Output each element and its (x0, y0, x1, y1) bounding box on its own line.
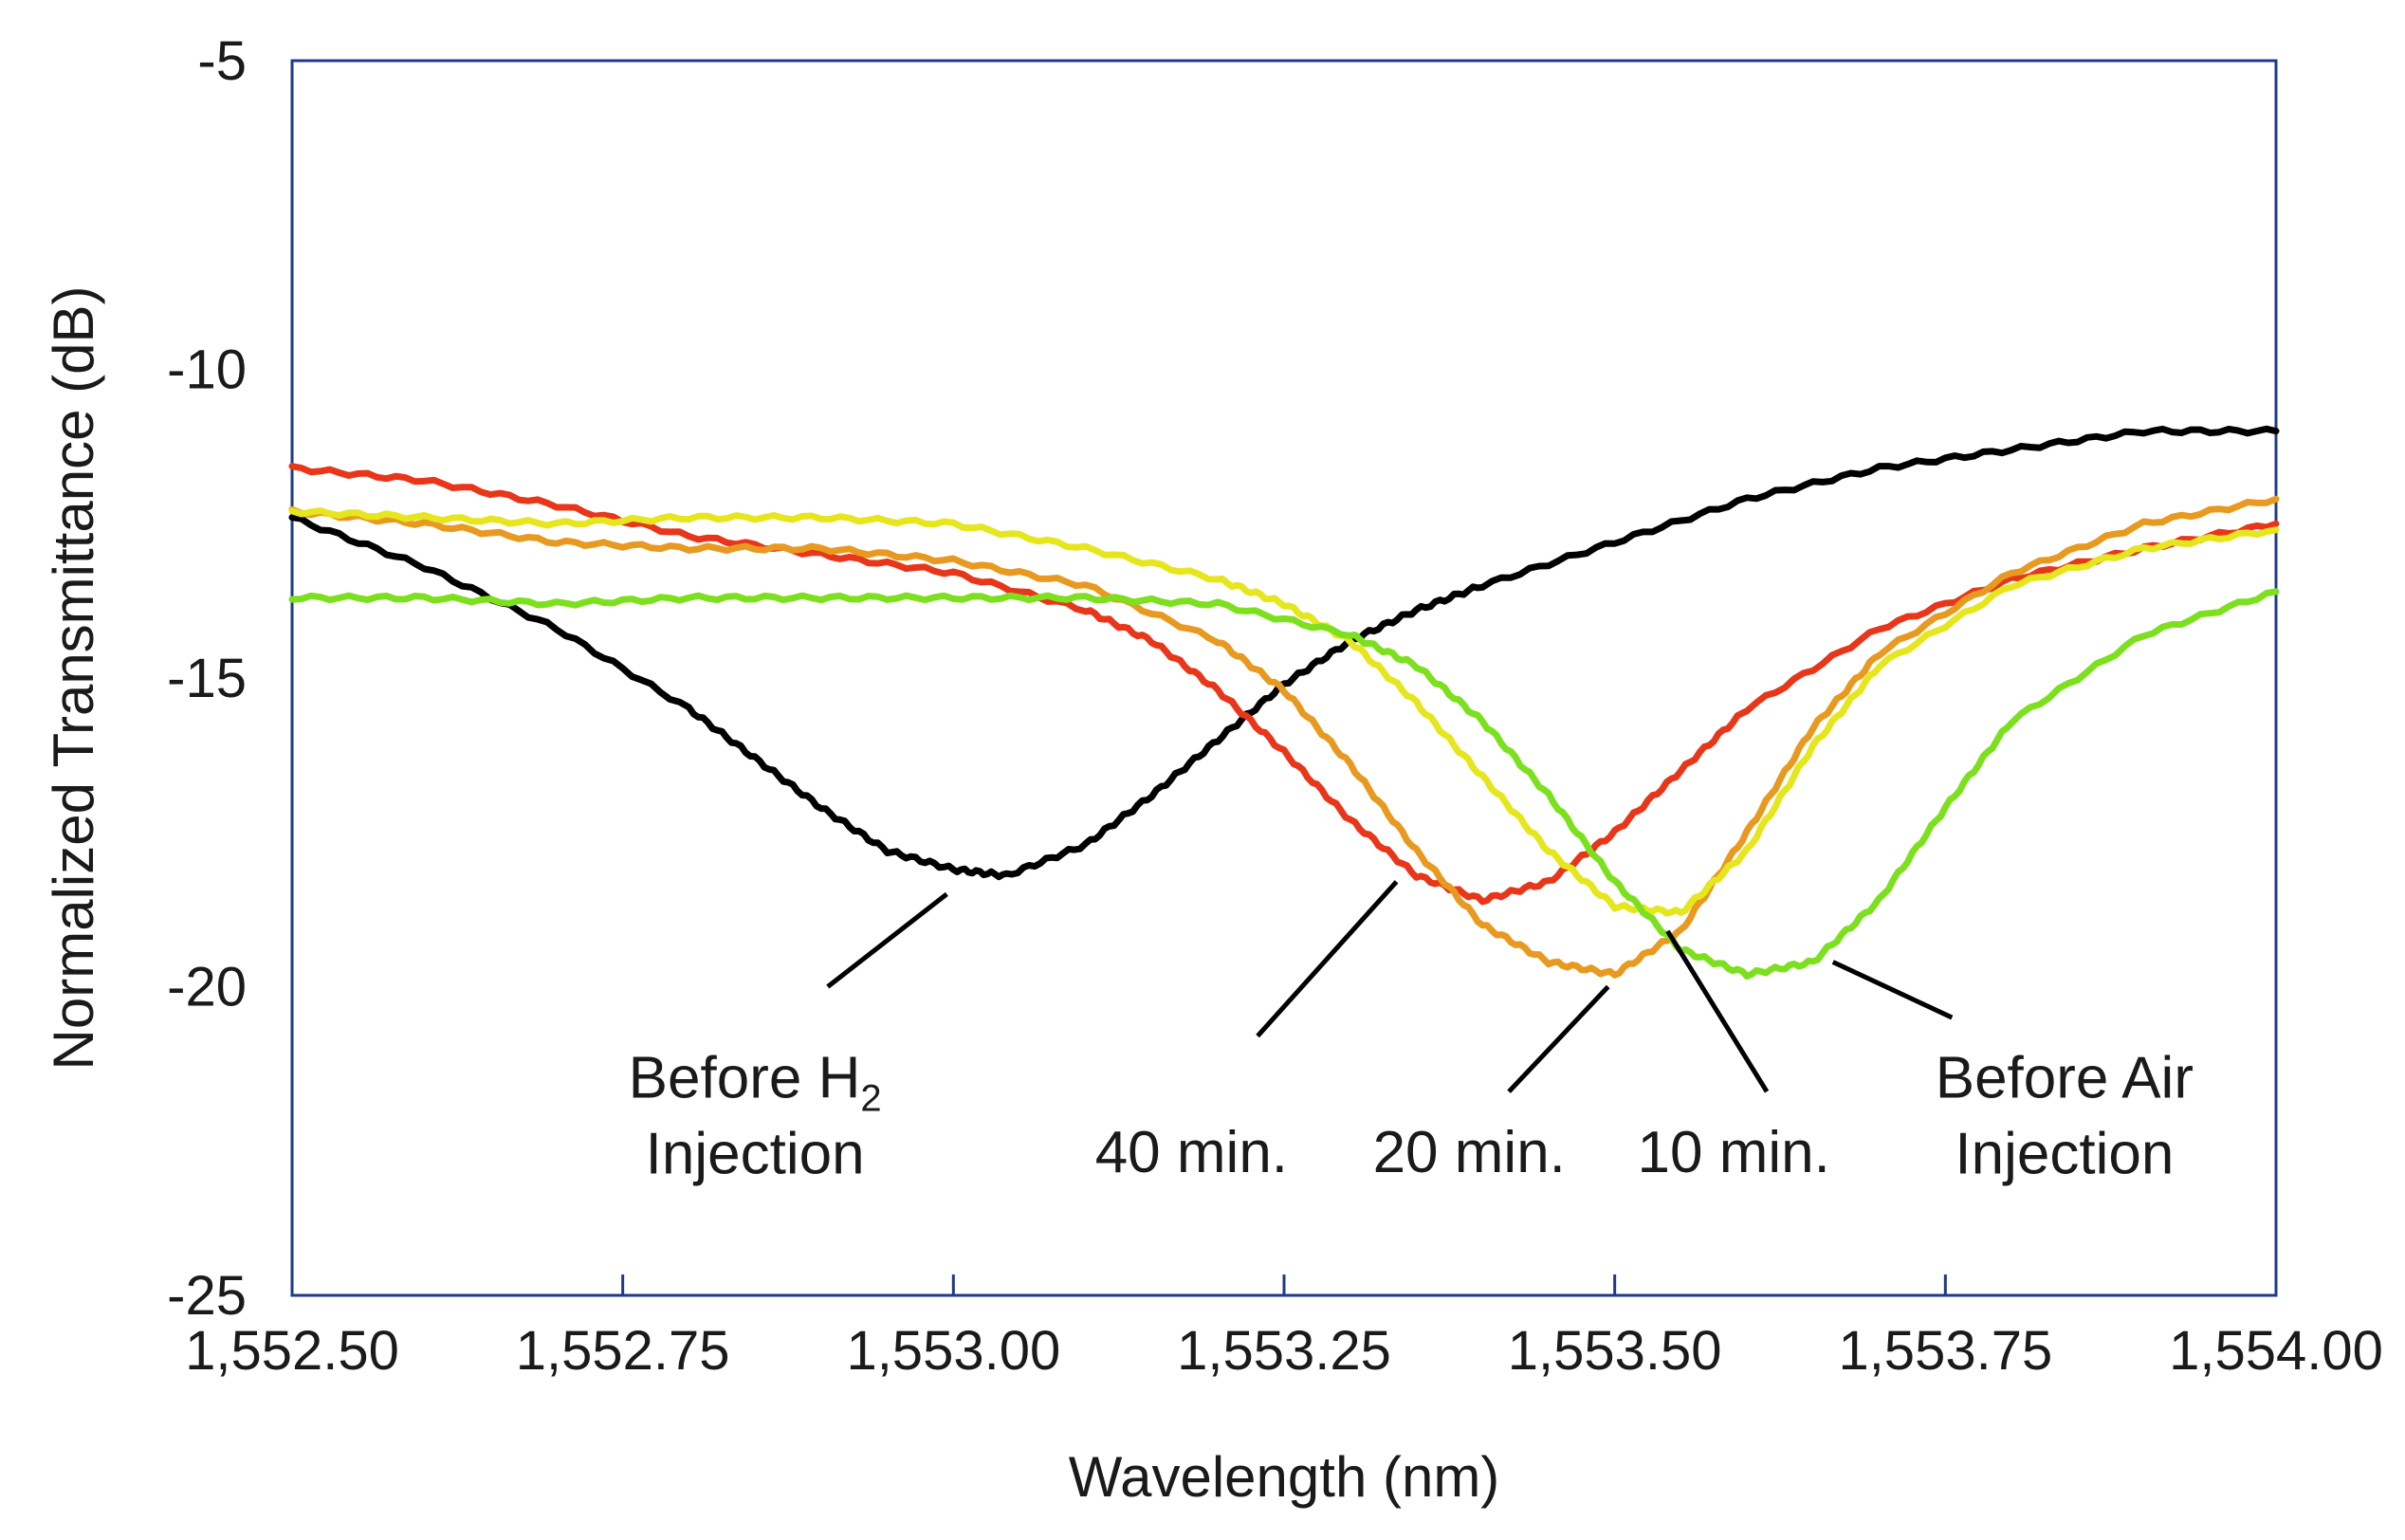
x-tick-label: 1,554.00 (2169, 1320, 2383, 1382)
annotation-before-h2-subscript: 2 (860, 1078, 881, 1120)
y-axis-ticks: -5 -10 -15 -20 -25 (167, 30, 247, 1327)
series-layer (288, 425, 2280, 980)
x-tick-label: 1,553.50 (1508, 1320, 1722, 1382)
y-tick-label: -15 (167, 648, 247, 709)
x-tick-label: 1,553.25 (1177, 1320, 1391, 1382)
annotation-20-min-pointer (1507, 984, 1610, 1093)
y-tick-label: -20 (167, 957, 247, 1018)
series-line (288, 588, 2280, 980)
plot-area (290, 59, 2278, 1297)
series-line (288, 495, 2280, 979)
annotation-before-air-text: Before Air (1936, 1046, 2194, 1111)
y-tick-label: -10 (167, 339, 247, 401)
annotation-before-h2-text: Injection (646, 1122, 865, 1187)
x-axis-label: Wavelength (nm) (1069, 1445, 1500, 1509)
annotation-20-min-text: 20 min. (1373, 1120, 1566, 1185)
annotation-before-h2-text: Before H2 (629, 1046, 882, 1120)
annotation-before-h2-pointer (826, 891, 948, 989)
y-tick-label: -25 (167, 1265, 247, 1327)
x-tick-label: 1,552.75 (516, 1320, 730, 1382)
annotation-40-min-text: 40 min. (1095, 1120, 1288, 1185)
annotation-40-min-pointer (1256, 880, 1399, 1038)
annotation-before-air-text: Injection (1955, 1122, 2174, 1187)
y-axis-label: Normalized Transmittance (dB) (42, 286, 105, 1071)
x-axis-ticks: 1,552.50 1,552.75 1,553.00 1,553.25 1,553.50… (185, 1274, 2383, 1382)
y-tick-label: -5 (197, 30, 247, 92)
x-tick-label: 1,553.00 (846, 1320, 1060, 1382)
annotation-10-min-text: 10 min. (1638, 1120, 1830, 1185)
annotation-before-air-pointer (1831, 960, 1954, 1020)
x-tick-label: 1,552.50 (185, 1320, 399, 1382)
series-line (288, 506, 2280, 917)
x-tick-label: 1,553.75 (1838, 1320, 2052, 1382)
series-line (288, 463, 2280, 906)
series-line (288, 425, 2280, 881)
annotation-10-min-pointer (1665, 929, 1770, 1093)
